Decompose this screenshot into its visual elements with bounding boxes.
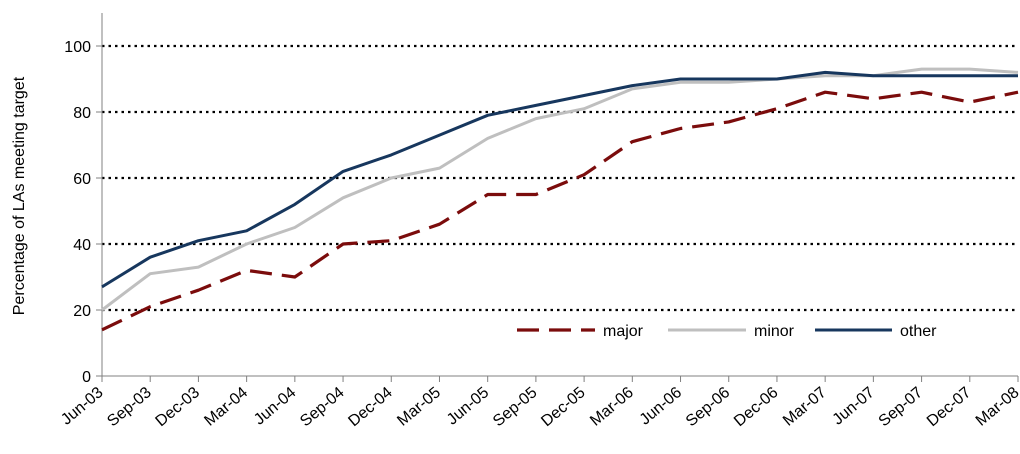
x-tick-label: Jun-06 bbox=[637, 384, 685, 429]
y-axis-title: Percentage of LAs meeting target bbox=[11, 76, 28, 315]
x-tick-label: Dec-04 bbox=[345, 384, 396, 430]
series-lines bbox=[101, 67, 1019, 332]
x-tick-label: Jun-03 bbox=[58, 384, 106, 429]
y-tick-label: 0 bbox=[82, 369, 91, 386]
legend: major minor other bbox=[506, 312, 962, 348]
x-tick-label: Mar-04 bbox=[201, 384, 251, 430]
series-line-major bbox=[101, 90, 1019, 332]
x-tick-label: Sep-04 bbox=[297, 384, 348, 430]
x-tick-label: Sep-03 bbox=[104, 384, 155, 430]
x-tick-label: Dec-05 bbox=[538, 384, 589, 430]
axes bbox=[96, 13, 1019, 382]
y-tick-label: 100 bbox=[64, 39, 91, 56]
x-tick-label: Dec-07 bbox=[924, 384, 975, 430]
y-tick-labels: 0 20 40 60 80 100 bbox=[64, 39, 91, 386]
legend-label-major: major bbox=[603, 323, 644, 340]
gridlines bbox=[102, 44, 1018, 312]
y-tick-label: 20 bbox=[73, 303, 91, 320]
x-tick-label: Dec-03 bbox=[153, 384, 204, 430]
x-tick-label: Jun-04 bbox=[251, 384, 299, 429]
x-tick-label: Jun-05 bbox=[444, 384, 492, 429]
legend-label-other: other bbox=[900, 323, 937, 340]
x-tick-label: Mar-06 bbox=[587, 384, 637, 430]
x-tick-label: Sep-07 bbox=[876, 384, 927, 430]
x-tick-label: Sep-05 bbox=[490, 384, 541, 430]
legend-label-minor: minor bbox=[754, 323, 795, 340]
x-tick-label: Mar-07 bbox=[780, 384, 830, 430]
y-tick-label: 80 bbox=[73, 105, 91, 122]
x-tick-label: Mar-08 bbox=[973, 384, 1020, 430]
x-tick-label: Sep-06 bbox=[683, 384, 734, 430]
series-line-other bbox=[101, 70, 1018, 289]
y-tick-label: 60 bbox=[73, 171, 91, 188]
x-tick-label: Dec-06 bbox=[731, 384, 782, 430]
y-tick-label: 40 bbox=[73, 237, 91, 254]
x-tick-label: Jun-07 bbox=[830, 384, 878, 429]
x-tick-label: Mar-05 bbox=[394, 384, 444, 430]
